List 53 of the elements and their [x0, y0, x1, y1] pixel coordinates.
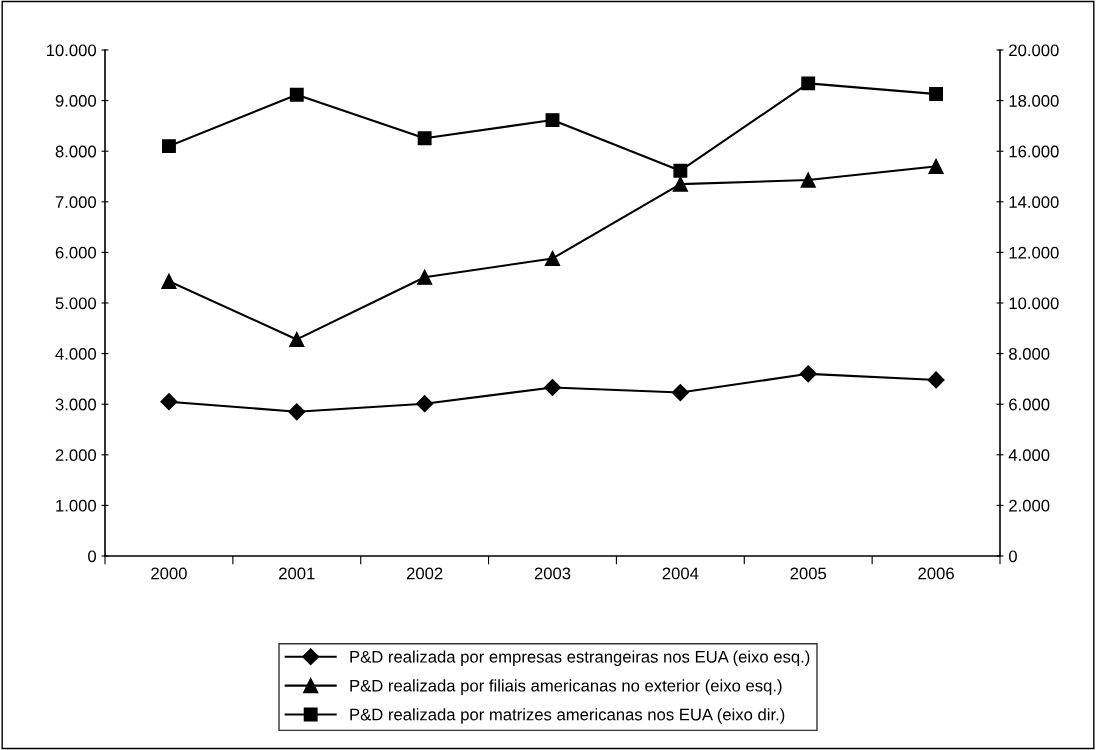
y-tick-label: 2.000 — [55, 449, 97, 461]
y-tick-label: 6.000 — [55, 246, 97, 259]
x-tick-label: 2001 — [279, 567, 315, 580]
y2-tick-label: 12.000 — [1009, 246, 1059, 259]
point — [160, 393, 178, 411]
legend-label: P&D realizada por matrizes americanas nos EUA (eixo dir.) — [350, 708, 785, 724]
y2-tick-label: 8.000 — [1009, 348, 1050, 360]
point — [929, 87, 944, 101]
y-tick-label: 5.000 — [55, 297, 97, 310]
point — [799, 365, 817, 383]
point — [288, 403, 306, 421]
legend-label: P&D realizada por empresas estrangeiras nos EUA (eixo esq.) — [350, 650, 810, 667]
point — [928, 158, 944, 175]
y-tick-label: 3.000 — [55, 398, 97, 411]
point — [672, 176, 688, 192]
y-tick-label: 10.000 — [46, 44, 97, 57]
point — [545, 113, 560, 128]
point — [289, 331, 305, 348]
y2-tick-label: 16.000 — [1009, 145, 1059, 158]
y2-tick-label: 6.000 — [1009, 398, 1050, 411]
x-tick-label: 2006 — [918, 567, 954, 580]
point — [801, 76, 816, 91]
y2-tick-label: 4.000 — [1008, 449, 1050, 461]
y-tick-label: 4.000 — [55, 348, 97, 360]
point — [544, 250, 561, 267]
point — [161, 139, 176, 154]
legend-label: P&D realizada por filiais americanas no exterior (eixo esq.) — [350, 679, 782, 695]
y-tick-label: 9.000 — [55, 95, 97, 107]
y-tick-label: 0 — [88, 550, 97, 563]
point — [416, 395, 434, 413]
y2-tick-label: 10.000 — [1009, 297, 1059, 310]
x-tick-label: 2000 — [151, 567, 187, 580]
y2-tick-label: 18.000 — [1009, 95, 1059, 107]
point — [417, 131, 432, 146]
y-tick-label: 7.000 — [55, 196, 97, 208]
point — [800, 172, 816, 188]
point — [543, 378, 562, 397]
point — [927, 371, 945, 389]
point — [161, 273, 177, 289]
point — [671, 384, 689, 402]
point — [417, 269, 433, 285]
y2-tick-label: 0 — [1008, 550, 1017, 563]
x-tick-label: 2005 — [790, 567, 827, 580]
y2-tick-label: 2.000 — [1009, 499, 1050, 512]
x-tick-label: 2004 — [662, 567, 699, 580]
y-tick-label: 1.000 — [56, 499, 97, 512]
y2-tick-label: 20.000 — [1009, 44, 1059, 57]
point — [673, 163, 688, 178]
x-tick-label: 2003 — [534, 567, 571, 580]
point — [289, 87, 304, 102]
y2-tick-label: 14.000 — [1009, 196, 1059, 208]
y-tick-label: 8.000 — [55, 145, 97, 158]
x-tick-label: 2002 — [406, 567, 443, 580]
